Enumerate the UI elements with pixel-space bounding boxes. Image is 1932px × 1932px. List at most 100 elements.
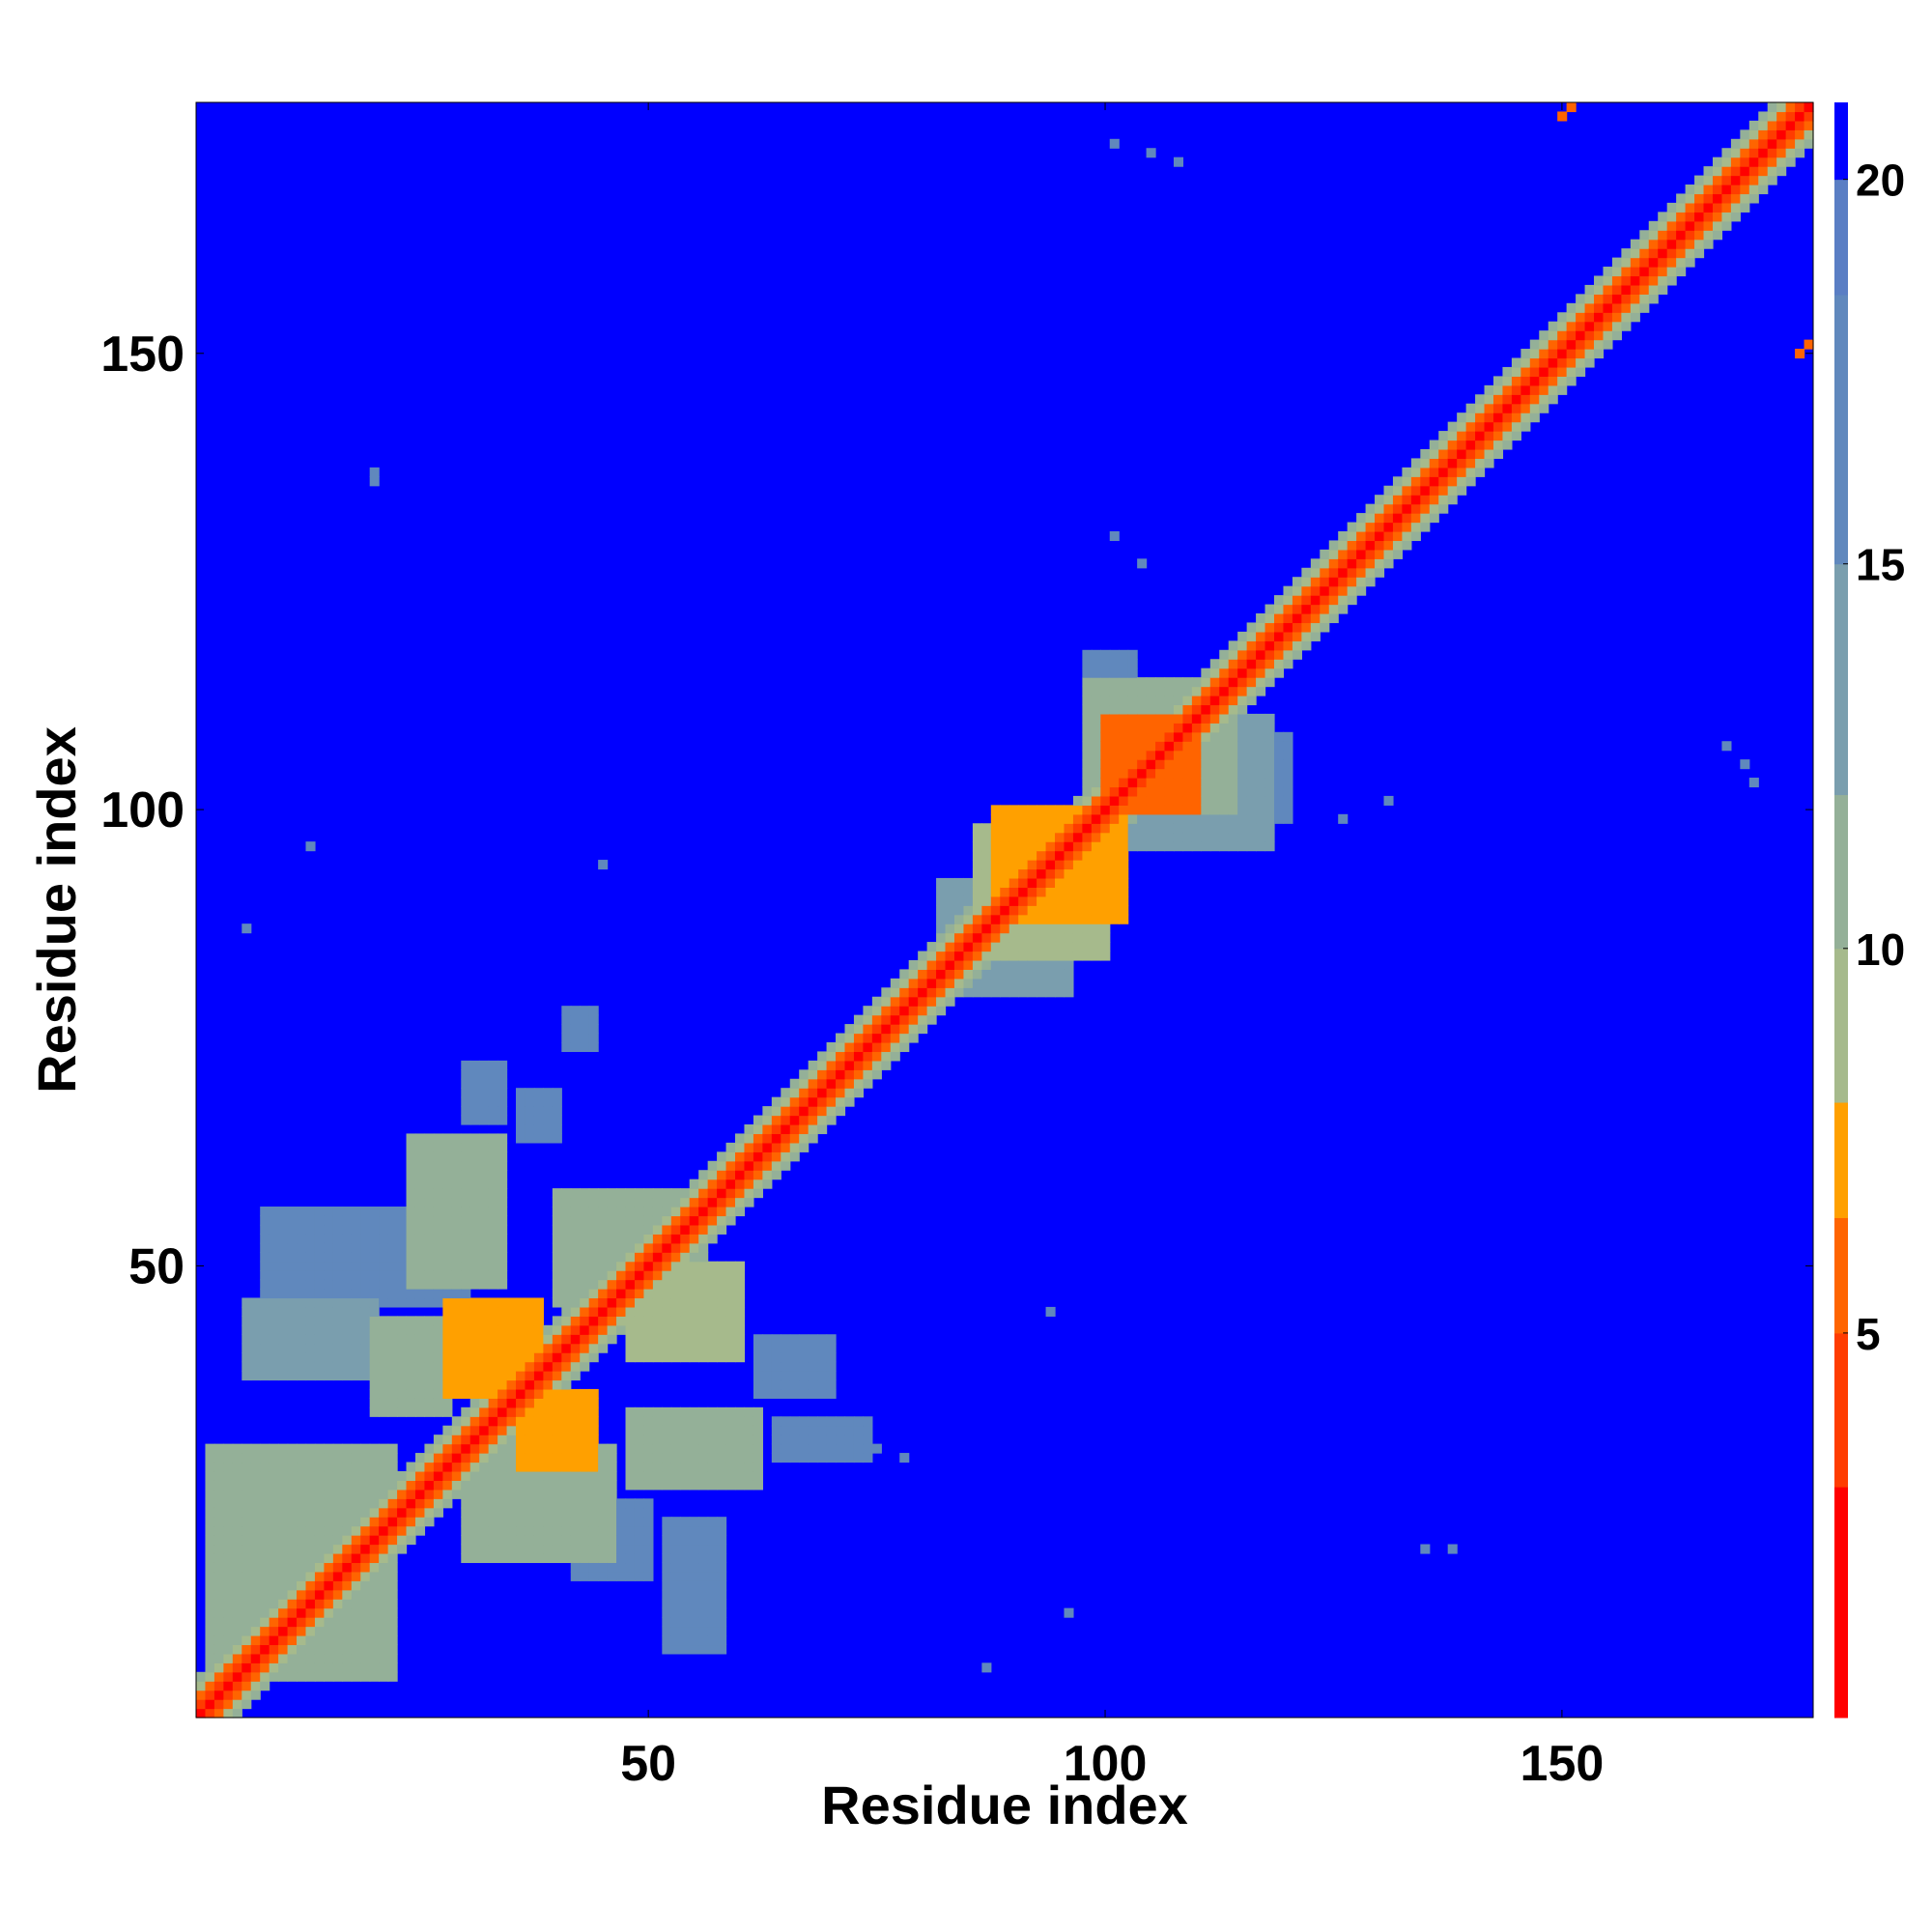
heatmap-cell [1283,604,1293,614]
heatmap-cell [1274,805,1285,815]
heatmap-cell [607,1480,617,1491]
heatmap-cell [525,1462,535,1472]
heatmap-cell [506,1388,517,1399]
heatmap-cell [287,1361,298,1372]
heatmap-cell [414,1480,426,1491]
heatmap-cell [479,1398,490,1408]
heatmap-cell [1566,321,1577,331]
heatmap-cell [1356,558,1367,569]
heatmap-cell [1712,212,1723,222]
heatmap-cell [424,1406,435,1417]
heatmap-cell [506,1297,517,1308]
heatmap-cell [205,1535,215,1546]
heatmap-cell [442,1406,453,1417]
heatmap-cell [250,1634,261,1646]
heatmap-cell [433,1435,443,1445]
heatmap-cell [1566,349,1577,359]
heatmap-cell [488,1234,498,1244]
heatmap-cell [753,1406,763,1417]
heatmap-cell [580,1552,590,1564]
heatmap-cell [652,1215,663,1226]
heatmap-cell [1191,677,1202,688]
heatmap-cell [908,987,919,998]
heatmap-cell [387,1297,398,1308]
heatmap-cell [205,1681,215,1691]
heatmap-cell [324,1261,334,1271]
heatmap-cell [442,1197,453,1208]
heatmap-cell [853,1033,865,1043]
heatmap-cell [1055,877,1065,888]
heatmap-cell [516,1297,526,1308]
heatmap-cell [580,1525,590,1536]
heatmap-cell [469,1279,480,1290]
heatmap-cell [1356,585,1367,596]
heatmap-cell [826,1060,837,1070]
heatmap-cell [1100,677,1111,688]
heatmap-cell [1502,366,1513,377]
heatmap-cell [342,1489,353,1499]
heatmap-cell [1209,750,1220,760]
heatmap-cell [1055,923,1065,934]
heatmap-cell [1091,704,1101,715]
heatmap-cell [781,1123,791,1135]
heatmap-cell [689,1306,699,1317]
heatmap-cell [762,1115,773,1125]
heatmap-cell [1000,978,1010,988]
heatmap-cell [250,1662,261,1673]
heatmap-cell [488,1517,498,1527]
heatmap-cell [662,1607,672,1618]
heatmap-cell [826,1371,837,1381]
heatmap-cell [305,1207,316,1217]
heatmap-cell [360,1544,371,1554]
heatmap-cell [1256,668,1266,678]
heatmap-cell [1264,622,1275,633]
heatmap-cell [844,1078,855,1089]
heatmap-cell [442,1306,453,1317]
heatmap-cell [269,1316,279,1326]
heatmap-cell [1658,248,1668,259]
heatmap-cell [1246,778,1257,788]
y-tick-label: 100 [100,782,185,838]
heatmap-cell [1748,120,1759,130]
heatmap-cell [1009,923,1019,934]
heatmap-cell [479,1215,490,1226]
heatmap-cell [735,1207,746,1217]
heatmap-cell [1191,823,1202,834]
heatmap-cell [799,1435,810,1445]
heatmap-cell [1091,905,1101,916]
heatmap-cell [369,1306,380,1317]
heatmap-cell [680,1453,691,1463]
heatmap-cell [598,1316,609,1326]
heatmap-cell [506,1343,517,1353]
heatmap-cell [1283,631,1293,641]
heatmap-cell [525,1088,535,1098]
heatmap-cell [552,1297,562,1308]
heatmap-cell [1201,768,1211,779]
heatmap-cell [1402,476,1412,487]
heatmap-cell [1465,431,1476,441]
heatmap-cell [826,1115,837,1125]
heatmap-cell [1429,503,1439,514]
heatmap-cell [1146,686,1156,696]
heatmap-cell [552,1552,562,1564]
heatmap-cell [260,1671,270,1682]
heatmap-cell [1072,841,1083,852]
heatmap-cell [1228,704,1238,715]
heatmap-cell [826,1041,837,1053]
heatmap-cell [863,1006,873,1016]
heatmap-cell [580,1470,590,1481]
heatmap-cell [634,1552,645,1564]
heatmap-cell [232,1443,242,1454]
heatmap-cell [1173,786,1184,797]
heatmap-cell [1740,138,1750,149]
heatmap-cell [1539,394,1549,405]
plot-frame [195,101,1814,1719]
heatmap-cell [598,1234,609,1244]
heatmap-cell [1037,877,1047,888]
heatmap-cell [1055,978,1065,988]
heatmap-cell [890,1041,900,1053]
heatmap-cell [561,1306,572,1317]
heatmap-cell [1447,458,1458,469]
heatmap-cell [451,1416,462,1427]
heatmap-cell [643,1535,654,1546]
